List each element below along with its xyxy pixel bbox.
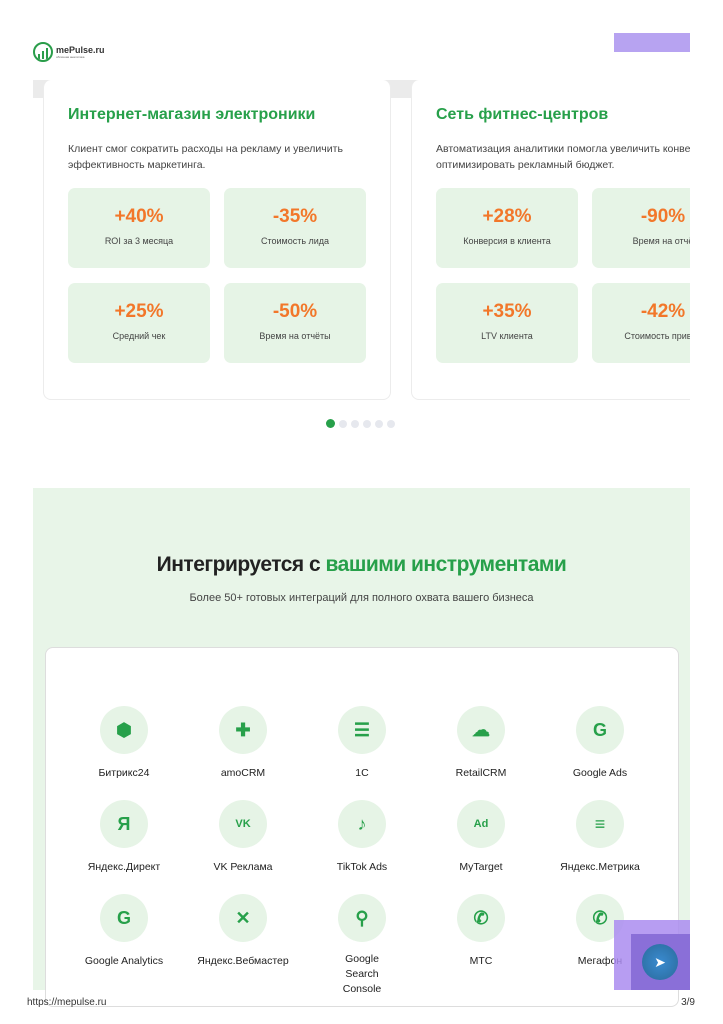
google-icon: G — [576, 706, 624, 754]
cases-carousel: Интернет-магазин электроники Клиент смог … — [33, 80, 690, 402]
carousel-dot[interactable] — [387, 419, 395, 428]
stat-value: +28% — [482, 206, 532, 227]
integration-name: Google Search Console — [342, 953, 382, 995]
integration-item[interactable]: ✆ МТС — [426, 894, 536, 969]
carousel-dot[interactable] — [375, 419, 383, 428]
integration-item[interactable]: G Google Ads — [545, 706, 655, 781]
integration-item[interactable]: Я Яндекс.Директ — [69, 800, 179, 875]
integration-name: VK Реклама — [213, 861, 273, 873]
case-title: Интернет-магазин электроники — [68, 106, 316, 123]
vk-icon: VK — [219, 800, 267, 848]
integration-item[interactable]: ✕ Яндекс.Вебмастер — [188, 894, 298, 969]
logo-subtitle: облачная аналитика — [56, 54, 85, 59]
carousel-dot[interactable] — [326, 419, 335, 428]
stat-box: -50% Время на отчёты — [224, 283, 366, 363]
stat-label: Конверсия в клиента — [463, 236, 551, 246]
stat-box: +25% Средний чек — [68, 283, 210, 363]
integration-item[interactable]: G Google Analytics — [69, 894, 179, 969]
integration-item[interactable]: ☰ 1С — [307, 706, 417, 781]
stat-value: -42% — [640, 301, 686, 322]
carousel-dot[interactable] — [339, 419, 347, 428]
stat-box: +28% Конверсия в клиента — [436, 188, 578, 268]
case-description: Клиент смог сократить расходы на рекламу… — [68, 143, 343, 171]
cube-icon: ⬢ — [100, 706, 148, 754]
telegram-icon[interactable]: ➤ — [642, 944, 678, 980]
tiktok-icon: ♪ — [338, 800, 386, 848]
integrations-title: Интегрируется с вашими инструментами — [156, 553, 567, 576]
integration-name: TikTok Ads — [336, 861, 388, 873]
logo-chart-icon — [33, 42, 53, 62]
integration-name: Яндекс.Директ — [87, 861, 161, 873]
integrations-panel: ⬢ Битрикс24 ✚ amoCRM ☰ 1С ☁ RetailCRM G Google Ad… — [45, 647, 679, 1007]
telegram-widget[interactable]: ➤ — [614, 920, 690, 990]
logo[interactable]: mePulse.ru облачная аналитика — [33, 42, 105, 62]
integration-name: Битрикс24 — [98, 767, 150, 779]
integration-name: Google Ads — [572, 767, 628, 779]
cloud-icon: ☁ — [457, 706, 505, 754]
stat-value: -50% — [272, 301, 318, 322]
stat-box: -35% Стоимость лида — [224, 188, 366, 268]
case-description: Автоматизация аналитики помогла увеличит… — [436, 143, 690, 171]
puzzle-icon: ✚ — [219, 706, 267, 754]
stat-label: Время на отчё — [632, 236, 690, 246]
page-number: 3/9 — [681, 997, 695, 1008]
integration-item[interactable]: VK VK Реклама — [188, 800, 298, 875]
carousel-dots — [326, 419, 395, 428]
case-card: Сеть фитнес-центров Автоматизация аналити… — [411, 80, 690, 400]
carousel-dot[interactable] — [351, 419, 359, 428]
integration-name: Яндекс.Вебмастер — [197, 955, 289, 967]
stat-value: -90% — [640, 206, 686, 227]
integrations-subtitle: Более 50+ готовых интеграций для полного… — [189, 592, 534, 604]
integration-item[interactable]: ♪ TikTok Ads — [307, 800, 417, 875]
integration-item[interactable]: ≡ Яндекс.Метрика — [545, 800, 655, 875]
yandex-icon: Я — [100, 800, 148, 848]
header-button[interactable] — [614, 33, 690, 52]
integration-name: Google Analytics — [84, 955, 164, 967]
integration-name: amoCRM — [220, 767, 266, 779]
stat-label: Стоимость лида — [260, 236, 330, 246]
stat-value: +40% — [114, 206, 164, 227]
logo-text: mePulse.ru — [56, 44, 105, 55]
integration-name: Мегафон — [577, 955, 623, 967]
google-icon: G — [100, 894, 148, 942]
database-icon: ☰ — [338, 706, 386, 754]
integration-item[interactable]: ⬢ Битрикс24 — [69, 706, 179, 781]
integration-name: RetailCRM — [455, 767, 507, 779]
chart-icon: ≡ — [576, 800, 624, 848]
stat-label: Стоимость привле — [624, 331, 690, 341]
integration-item[interactable]: Ad MyTarget — [426, 800, 536, 875]
ad-icon: Ad — [457, 800, 505, 848]
integration-item[interactable]: ⚲ Google Search Console — [307, 894, 417, 997]
stat-box: -90% Время на отчё — [592, 188, 690, 268]
integrations-section: Интегрируется с вашими инструментами Бол… — [33, 488, 690, 1007]
integration-item[interactable]: ☁ RetailCRM — [426, 706, 536, 781]
stat-value: +25% — [114, 301, 164, 322]
search-icon: ⚲ — [338, 894, 386, 942]
stat-box: +40% ROI за 3 месяца — [68, 188, 210, 268]
integration-item[interactable]: ✚ amoCRM — [188, 706, 298, 781]
stat-label: ROI за 3 месяца — [104, 236, 174, 246]
stat-label: LTV клиента — [481, 331, 533, 341]
carousel-dot[interactable] — [363, 419, 371, 428]
integration-name: 1С — [355, 767, 369, 779]
integration-name: МТС — [469, 955, 493, 967]
phone-icon: ✆ — [457, 894, 505, 942]
stat-value: +35% — [482, 301, 532, 322]
integration-name: Яндекс.Метрика — [560, 861, 640, 873]
stat-box: +35% LTV клиента — [436, 283, 578, 363]
stat-value: -35% — [272, 206, 318, 227]
stat-label: Время на отчёты — [259, 331, 331, 341]
stat-label: Средний чек — [112, 331, 166, 341]
stat-box: -42% Стоимость привле — [592, 283, 690, 363]
case-title: Сеть фитнес-центров — [436, 106, 609, 123]
case-card: Интернет-магазин электроники Клиент смог … — [43, 80, 391, 400]
tools-icon: ✕ — [219, 894, 267, 942]
integration-name: MyTarget — [459, 861, 503, 873]
footer-url[interactable]: https://mepulse.ru — [27, 997, 107, 1008]
